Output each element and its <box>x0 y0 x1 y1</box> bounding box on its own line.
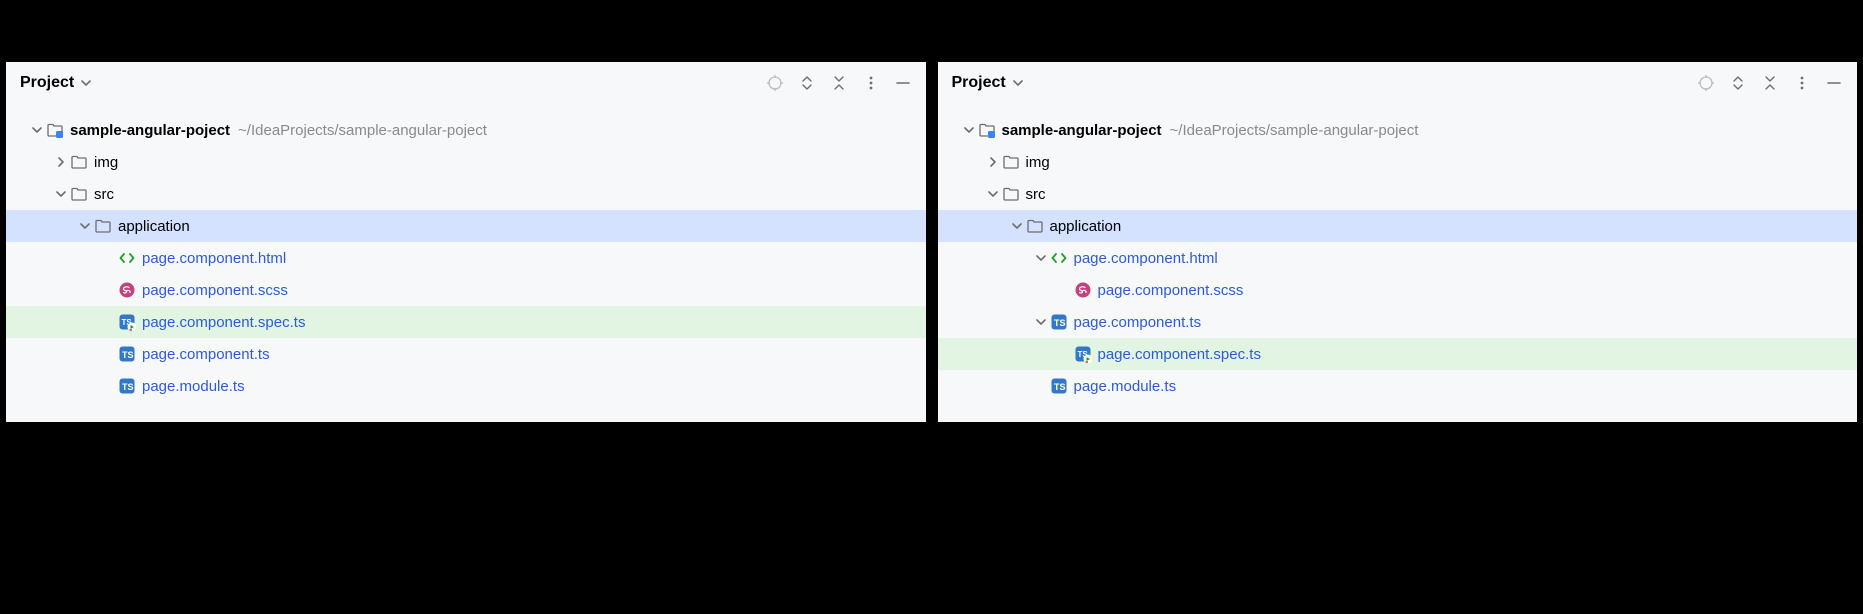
svg-text:TS: TS <box>122 350 134 360</box>
tree-row[interactable]: TS page.component.spec.ts <box>6 306 926 338</box>
tree-row[interactable]: src <box>6 178 926 210</box>
ts-run-icon: TS <box>1074 345 1092 363</box>
tree-item-label: page.component.scss <box>142 282 288 299</box>
chevron-right-icon[interactable] <box>52 156 70 168</box>
tree-item-label: src <box>1026 186 1046 203</box>
ts-icon: TS <box>118 377 136 395</box>
chevron-down-icon[interactable] <box>1032 252 1050 264</box>
svg-text:TS: TS <box>1054 318 1066 328</box>
tree-item-label: page.component.spec.ts <box>1098 346 1261 363</box>
chevron-down-icon[interactable] <box>984 188 1002 200</box>
collapse-all-icon[interactable] <box>830 74 848 92</box>
tree-row[interactable]: img <box>938 146 1858 178</box>
scss-icon <box>1074 281 1092 299</box>
tree-row[interactable]: page.component.html <box>6 242 926 274</box>
tree-row[interactable]: page.component.html <box>938 242 1858 274</box>
panel-title: Project <box>20 74 74 92</box>
folder-icon <box>1026 217 1044 235</box>
minimize-icon[interactable] <box>894 74 912 92</box>
chevron-down-icon[interactable] <box>76 220 94 232</box>
tree-item-label: page.component.spec.ts <box>142 314 305 331</box>
chevron-down-icon[interactable] <box>960 124 978 136</box>
chevron-down-icon[interactable] <box>1008 220 1026 232</box>
tree-item-label: page.component.html <box>1074 250 1218 267</box>
tree-row[interactable]: TS page.module.ts <box>6 370 926 402</box>
folder-icon <box>1002 185 1020 203</box>
tree-row[interactable]: application <box>6 210 926 242</box>
tree-row[interactable]: TS page.component.ts <box>938 306 1858 338</box>
tree-row[interactable]: img <box>6 146 926 178</box>
tree-item-label: src <box>94 186 114 203</box>
tree-row[interactable]: sample-angular-poject ~/IdeaProjects/samp… <box>6 114 926 146</box>
tree-row[interactable]: src <box>938 178 1858 210</box>
ts-icon: TS <box>118 345 136 363</box>
scss-icon <box>118 281 136 299</box>
tree-item-label: page.module.ts <box>1074 378 1177 395</box>
project-panel: Project sample-angular-poject ~/IdeaProje… <box>936 60 1860 424</box>
chevron-down-icon <box>80 77 92 89</box>
panel-title: Project <box>952 74 1006 92</box>
chevron-down-icon <box>1012 77 1024 89</box>
path-hint: ~/IdeaProjects/sample-angular-poject <box>1170 122 1419 139</box>
panel-toolbar <box>766 74 912 92</box>
tree-item-label: page.component.ts <box>1074 314 1202 331</box>
html-icon <box>1050 249 1068 267</box>
panel-header: Project <box>6 62 926 100</box>
locate-icon[interactable] <box>1697 74 1715 92</box>
tree-row[interactable]: TS page.component.spec.ts <box>938 338 1858 370</box>
svg-text:TS: TS <box>1054 382 1066 392</box>
ts-icon: TS <box>1050 377 1068 395</box>
more-icon[interactable] <box>862 74 880 92</box>
project-folder-icon <box>46 121 64 139</box>
project-folder-icon <box>978 121 996 139</box>
tree-item-label: page.component.scss <box>1098 282 1244 299</box>
tree-row[interactable]: TS page.component.ts <box>6 338 926 370</box>
more-icon[interactable] <box>1793 74 1811 92</box>
folder-icon <box>70 185 88 203</box>
panel-toolbar <box>1697 74 1843 92</box>
tree-item-label: sample-angular-poject <box>1002 122 1162 139</box>
tree-row[interactable]: application <box>938 210 1858 242</box>
tree-row[interactable]: sample-angular-poject ~/IdeaProjects/samp… <box>938 114 1858 146</box>
svg-text:TS: TS <box>122 382 134 392</box>
path-hint: ~/IdeaProjects/sample-angular-poject <box>238 122 487 139</box>
ts-run-icon: TS <box>118 313 136 331</box>
tree-item-label: img <box>94 154 118 171</box>
locate-icon[interactable] <box>766 74 784 92</box>
folder-icon <box>1002 153 1020 171</box>
tree-row[interactable]: page.component.scss <box>6 274 926 306</box>
tree-item-label: page.component.ts <box>142 346 270 363</box>
tree-item-label: img <box>1026 154 1050 171</box>
minimize-icon[interactable] <box>1825 74 1843 92</box>
expand-all-icon[interactable] <box>798 74 816 92</box>
chevron-right-icon[interactable] <box>984 156 1002 168</box>
tree-item-label: sample-angular-poject <box>70 122 230 139</box>
chevron-down-icon[interactable] <box>52 188 70 200</box>
collapse-all-icon[interactable] <box>1761 74 1779 92</box>
project-tree: sample-angular-poject ~/IdeaProjects/samp… <box>6 100 926 402</box>
tree-row[interactable]: TS page.module.ts <box>938 370 1858 402</box>
folder-icon <box>94 217 112 235</box>
panel-title-dropdown[interactable]: Project <box>952 74 1024 92</box>
ts-icon: TS <box>1050 313 1068 331</box>
folder-icon <box>70 153 88 171</box>
tree-item-label: application <box>118 218 190 235</box>
tree-item-label: page.component.html <box>142 250 286 267</box>
expand-all-icon[interactable] <box>1729 74 1747 92</box>
html-icon <box>118 249 136 267</box>
project-panel: Project sample-angular-poject ~/IdeaProje… <box>4 60 928 424</box>
panel-title-dropdown[interactable]: Project <box>20 74 92 92</box>
chevron-down-icon[interactable] <box>1032 316 1050 328</box>
tree-item-label: application <box>1050 218 1122 235</box>
project-tree: sample-angular-poject ~/IdeaProjects/samp… <box>938 100 1858 402</box>
chevron-down-icon[interactable] <box>28 124 46 136</box>
panel-header: Project <box>938 62 1858 100</box>
tree-item-label: page.module.ts <box>142 378 245 395</box>
tree-row[interactable]: page.component.scss <box>938 274 1858 306</box>
